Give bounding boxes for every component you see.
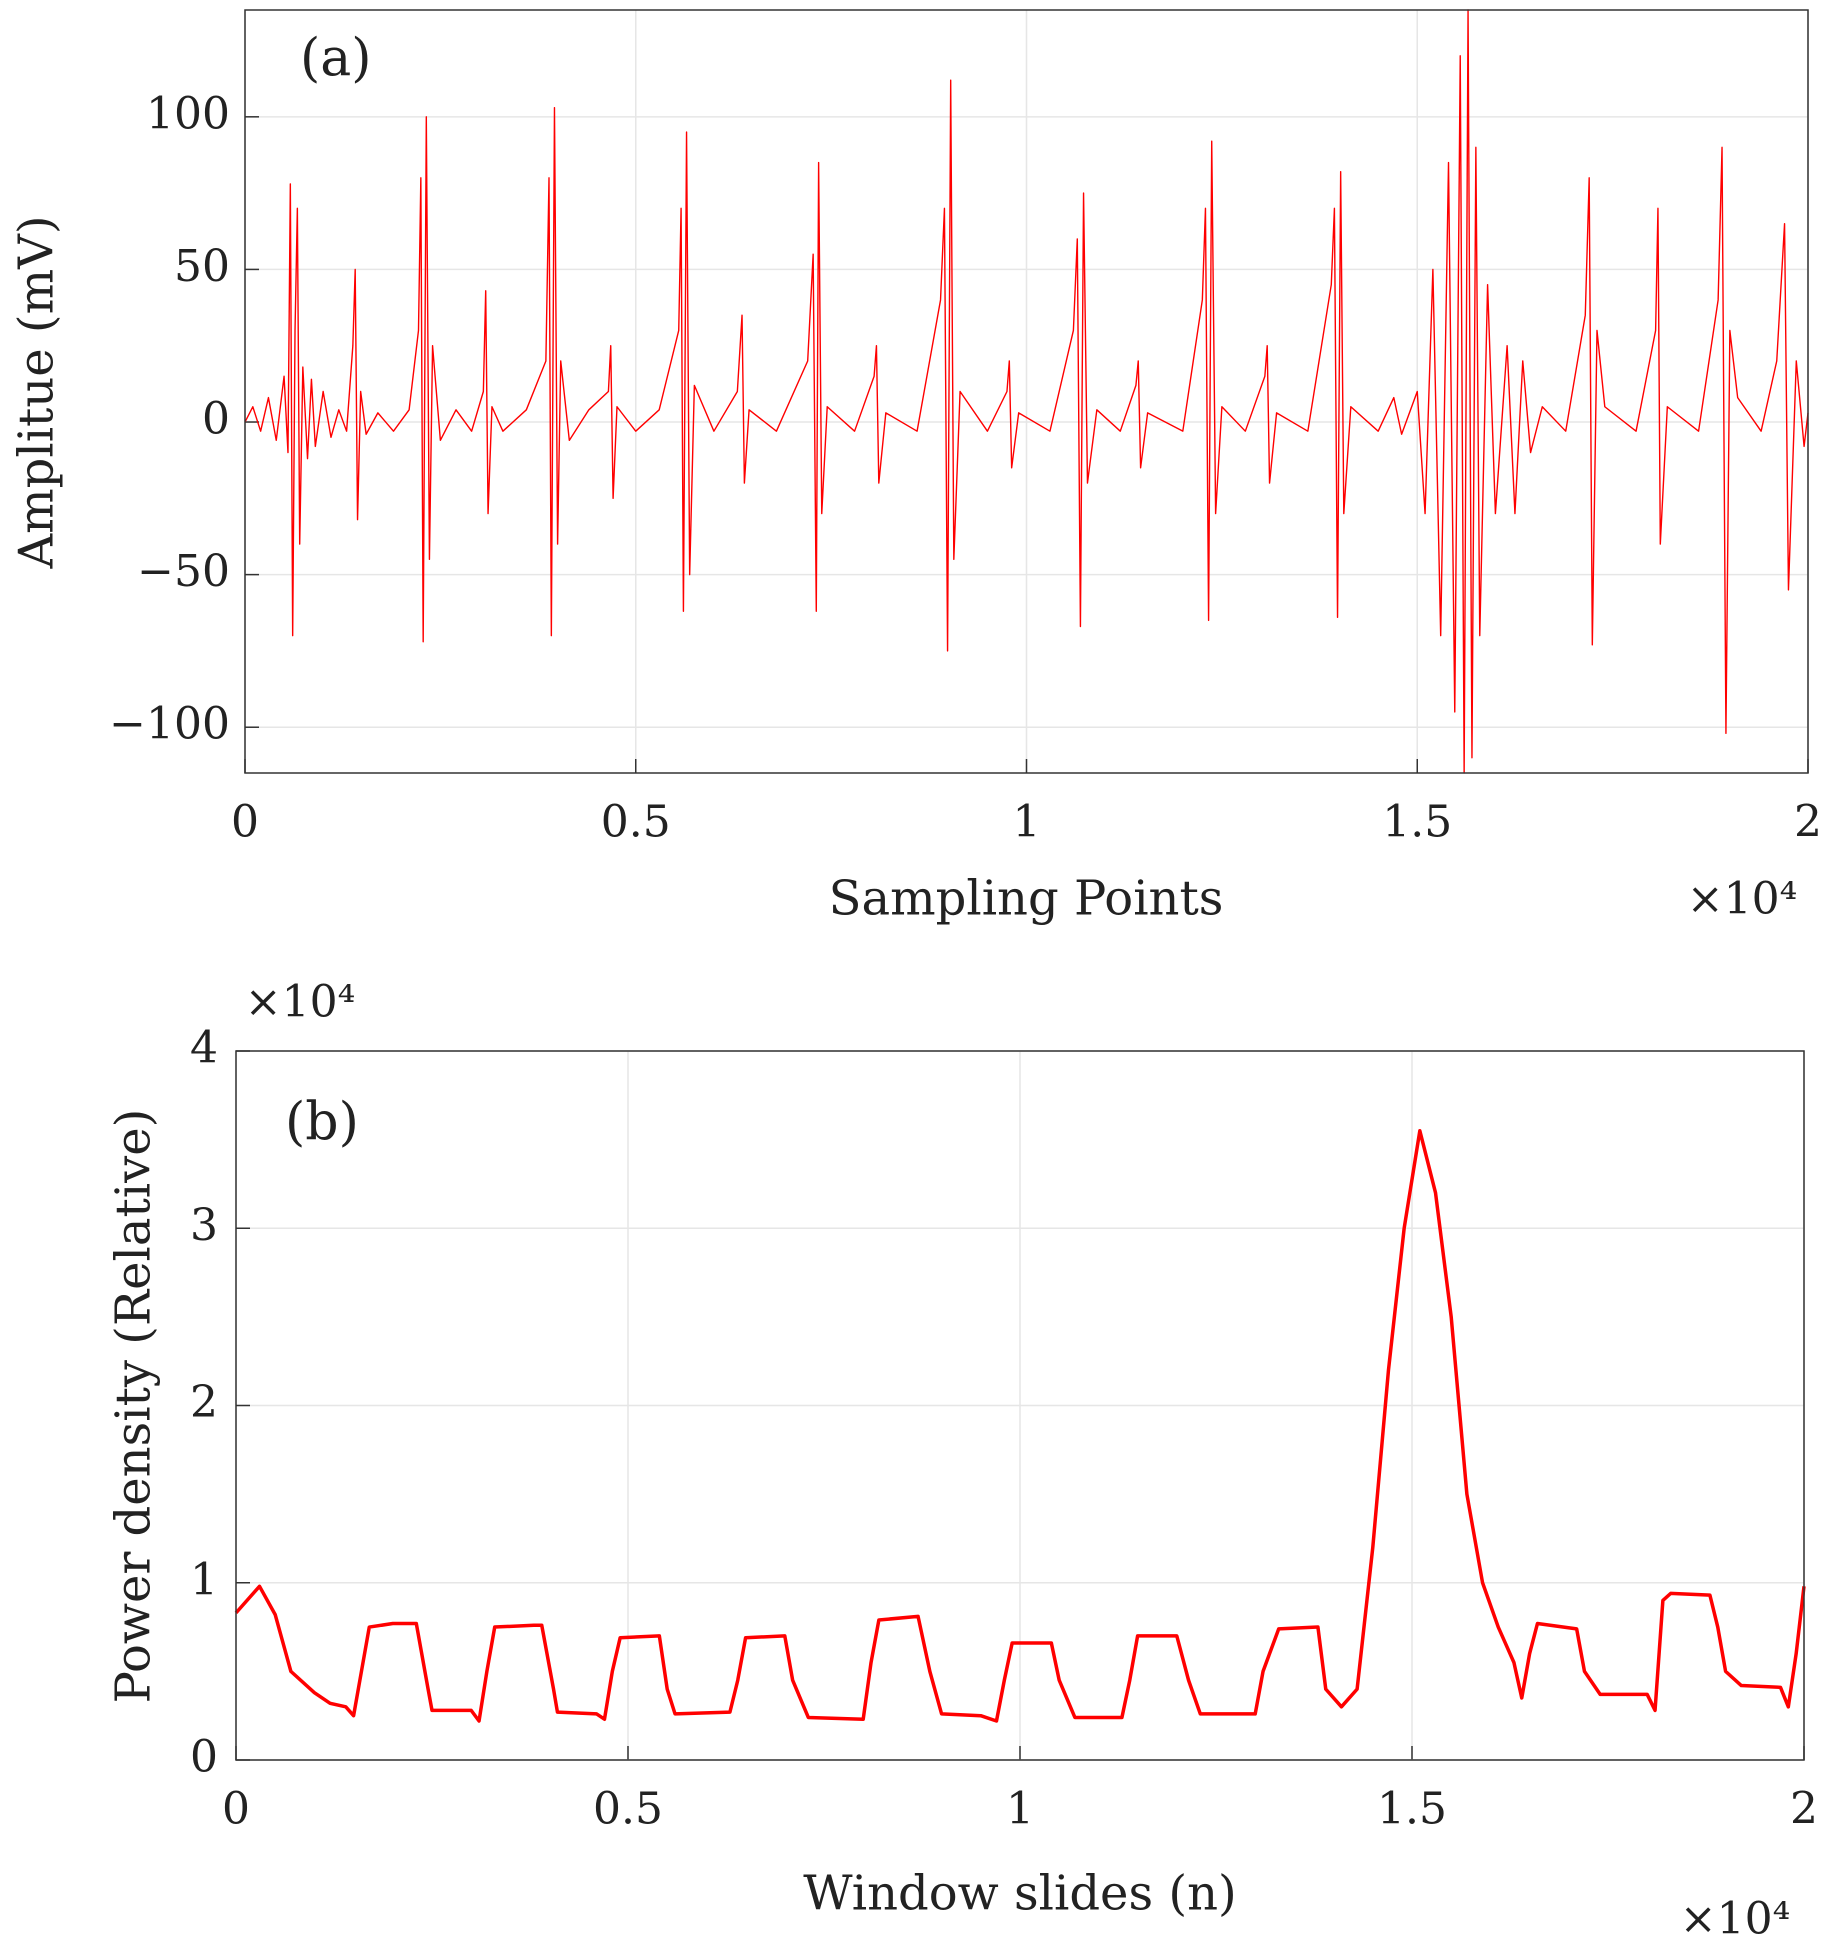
x-tick-label: 0.5 <box>601 797 671 848</box>
y-tick-label: 1 <box>190 1554 218 1605</box>
panel-label: (b) <box>285 1093 359 1153</box>
y-tick-label: 50 <box>174 241 230 292</box>
data-line <box>234 1129 1806 1723</box>
x-tick-label: 0.5 <box>593 1784 663 1835</box>
y-axis-label: Amplitue (mV) <box>9 215 65 569</box>
y-tick-label: 2 <box>190 1377 218 1428</box>
x-tick-label: 0 <box>231 797 259 848</box>
y-multiplier: ×10⁴ <box>245 977 356 1028</box>
y-tick-label: 0 <box>202 394 230 445</box>
x-tick-label: 2 <box>1790 1784 1818 1835</box>
y-tick-label: 100 <box>146 88 230 139</box>
x-tick-label: 1.5 <box>1382 797 1452 848</box>
y-tick-label: −100 <box>109 699 230 750</box>
panel-label: (a) <box>300 29 372 89</box>
x-axis-label: Window slides (n) <box>803 1866 1236 1922</box>
plot-frame <box>235 1050 1805 1761</box>
x-tick-label: 2 <box>1794 797 1822 848</box>
x-axis-label: Sampling Points <box>829 871 1224 927</box>
x-tick-label: 1 <box>1006 1784 1034 1835</box>
x-multiplier: ×10⁴ <box>1687 874 1798 925</box>
y-axis-label: Power density (Relative) <box>106 1109 162 1704</box>
x-tick-label: 1 <box>1013 797 1041 848</box>
y-tick-label: −50 <box>137 546 230 597</box>
data-line <box>244 9 1809 774</box>
y-tick-label: 4 <box>190 1023 218 1074</box>
x-multiplier: ×10⁴ <box>1680 1894 1791 1945</box>
x-tick-label: 1.5 <box>1377 1784 1447 1835</box>
y-tick-label: 3 <box>190 1200 218 1251</box>
x-tick-label: 0 <box>222 1784 250 1835</box>
plot-frame <box>244 9 1809 774</box>
y-tick-label: 0 <box>190 1732 218 1783</box>
